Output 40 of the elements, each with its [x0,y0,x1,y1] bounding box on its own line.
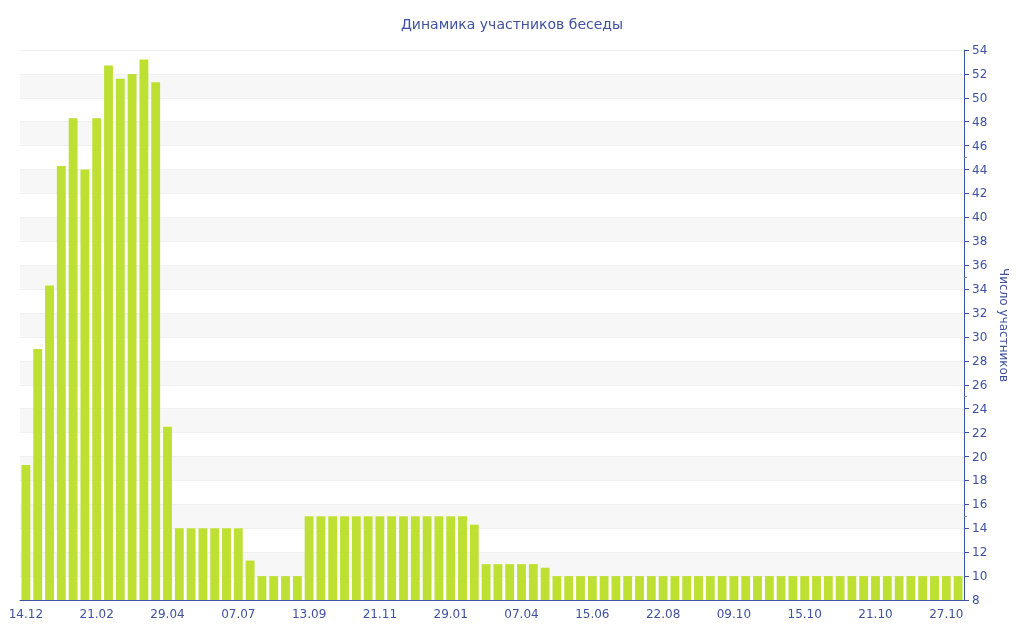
y-tick-label: 34 [972,282,988,297]
x-tick-label: 14.12 [8,607,44,621]
y-tick-label: 26 [972,377,988,392]
y-tick-label: 52 [972,66,988,81]
x-tick-label: 15.06 [575,607,610,621]
y-tick-label: 20 [972,449,988,464]
x-tick-label: 21.10 [858,607,893,621]
y-tick-label: 28 [972,353,988,368]
y-tick-label: 12 [972,545,988,560]
y-tick-label: 54 [972,43,988,57]
x-tick-label: 27.10 [929,607,964,621]
x-tick-label: 29.01 [433,607,468,621]
y-tick-label: 32 [972,306,988,321]
x-tick-label: 07.04 [504,607,539,621]
y-tick-label: 46 [972,138,988,153]
y-tick-label: 30 [972,329,988,344]
x-tick-label: 15.10 [787,607,822,621]
y-tick-label: 36 [972,258,988,273]
x-tick-label: 09.10 [716,607,752,621]
y-tick-label: 42 [972,186,988,201]
y-axis-title: Число участников [997,268,1012,382]
chart-title: Динамика участников беседы [400,16,624,32]
y-tick-label: 50 [972,90,988,105]
x-tick-label: 29.04 [150,607,185,621]
y-tick-label: 40 [972,210,988,225]
x-tick-label: 13.09 [291,607,327,621]
y-tick-label: 48 [972,114,988,129]
y-tick-label: 8 [972,593,980,607]
y-tick-label: 16 [972,497,988,512]
y-tick-label: 38 [972,234,988,249]
y-tick-label: 44 [972,162,988,177]
x-tick-label: 07.07 [221,607,256,621]
y-tick-label: 24 [972,401,988,416]
y-tick-label: 18 [972,473,988,488]
x-tick-label: 22.08 [645,607,681,621]
y-tick-label: 10 [972,569,988,584]
x-tick-label: 21.11 [362,607,398,621]
y-tick-label: 22 [972,425,988,440]
y-tick-label: 14 [972,521,988,536]
x-tick-label: 21.02 [79,607,114,621]
